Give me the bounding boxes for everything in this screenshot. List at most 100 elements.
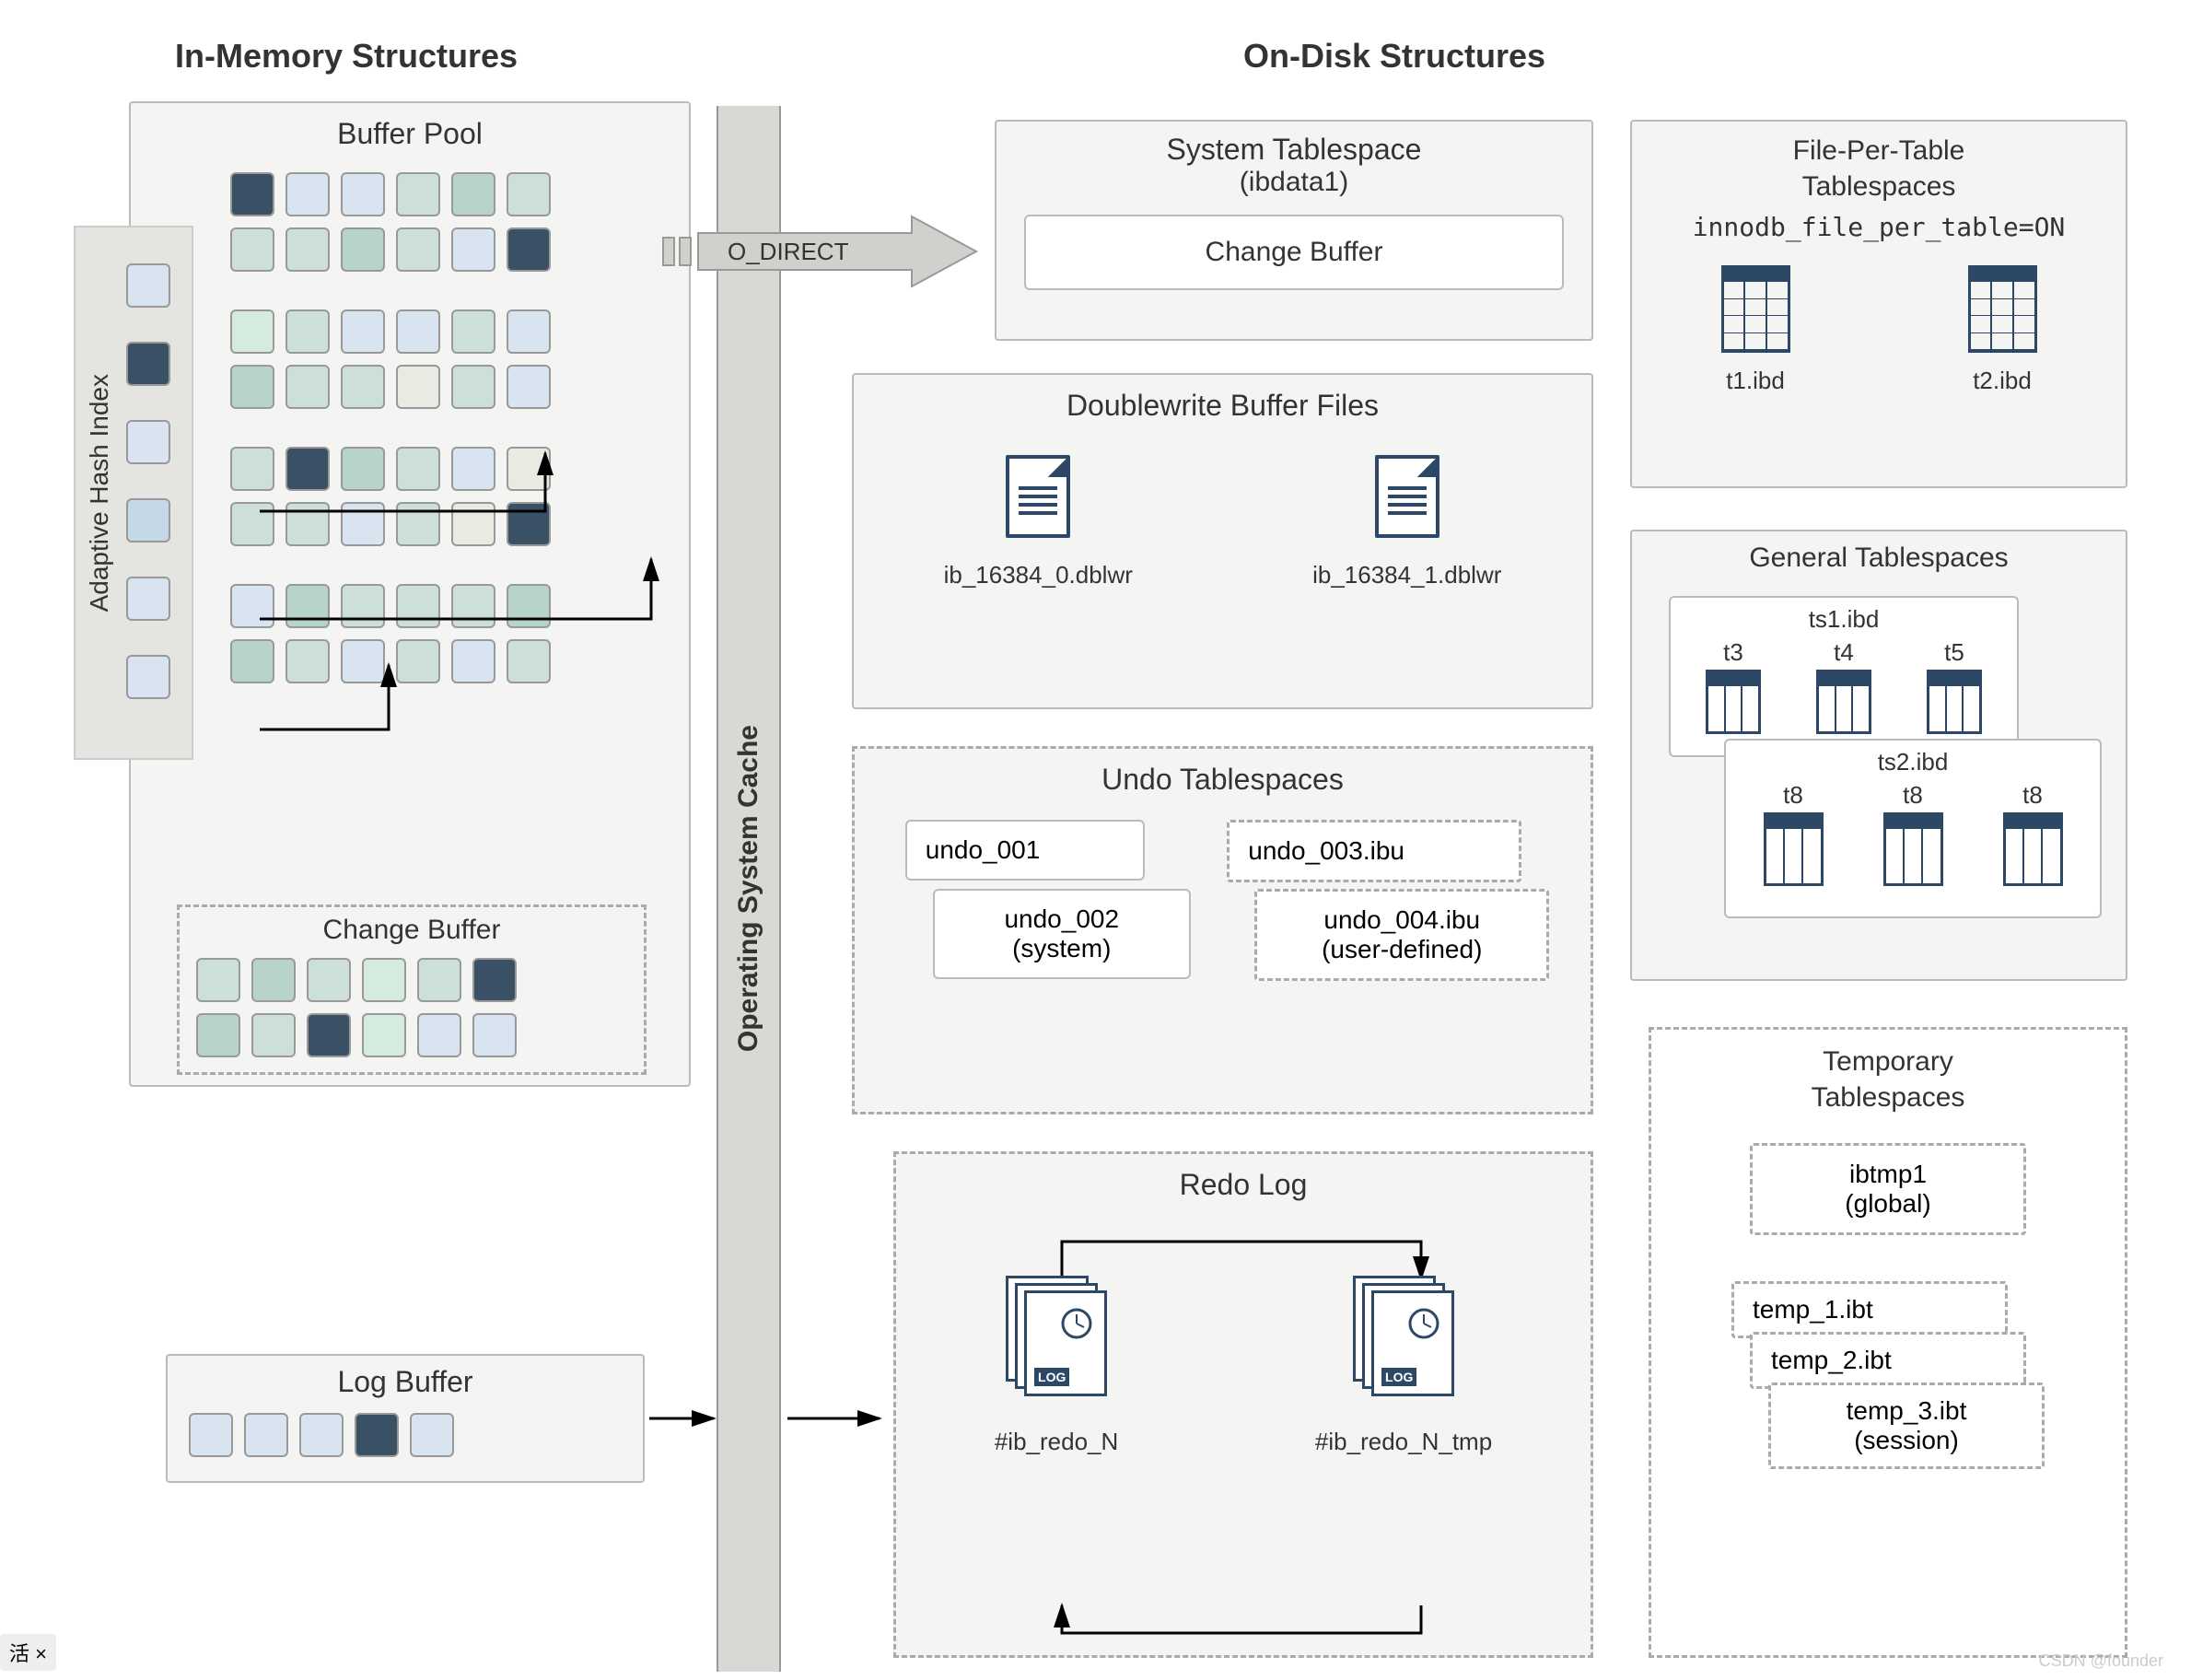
buffer-cell [286,309,330,354]
buffer-cell [230,639,274,683]
in-memory-panel: Buffer Pool Change Buffer [129,101,691,1087]
undo-title: Undo Tablespaces [855,763,1591,797]
temp-session-note: (session) [1789,1426,2023,1455]
buffer-cell [126,655,170,699]
buffer-cell [341,639,385,683]
ts1-t1: t4 [1816,638,1871,667]
buffer-cell [507,172,551,216]
temp-session-1: temp_1.ibt [1731,1281,2008,1338]
undo-system-note: (system) [953,934,1171,963]
buffer-cell [451,447,495,491]
log-stack-icon: LOG [1353,1276,1454,1395]
buffer-cell [341,365,385,409]
change-buffer-box: Change Buffer [177,904,647,1075]
ahi-panel: Adaptive Hash Index [74,226,193,760]
undo-system-2: undo_002 (system) [933,889,1191,979]
redo-box: Redo Log LOG #ib_redo_N LOG #ib_redo_N_t… [893,1151,1593,1658]
undo-user-2-name: undo_004.ibu [1276,905,1528,935]
buffer-cell [396,502,440,546]
doublewrite-title: Doublewrite Buffer Files [854,389,1591,423]
buffer-cell [230,502,274,546]
buffer-pool-label: Buffer Pool [131,117,689,151]
ts2-name: ts2.ibd [1733,748,2092,776]
fpt-title: File-Per-TableTablespaces [1632,133,2126,204]
undo-user-1: undo_003.ibu [1227,820,1521,882]
buffer-cell [507,228,551,272]
buffer-cell [451,502,495,546]
ahi-label: Adaptive Hash Index [85,374,114,612]
buffer-cell [341,584,385,628]
buffer-pool-grid [227,169,689,686]
system-tablespace-subtitle: (ibdata1) [996,167,1591,198]
log-to-os-arrow [645,1400,728,1437]
temp-global: ibtmp1 (global) [1750,1143,2026,1235]
buffer-cell [396,639,440,683]
buffer-cell [126,342,170,386]
document-icon [1375,455,1439,538]
undo-box: Undo Tablespaces undo_001 undo_002 (syst… [852,746,1593,1114]
temp-title: TemporaryTablespaces [1651,1044,2125,1115]
database-icon [1816,670,1871,734]
redo-file-0: #ib_redo_N [995,1428,1118,1456]
on-disk-title: On-Disk Structures [1243,37,1545,76]
log-buffer-label: Log Buffer [168,1365,643,1399]
database-icon [1927,670,1982,734]
os-cache-label: Operating System Cache [733,725,764,1052]
buffer-cell [472,1013,517,1057]
buffer-cell [126,577,170,621]
os-cache: Operating System Cache [717,106,781,1672]
database-icon [1764,812,1824,886]
buffer-cell [507,502,551,546]
buffer-cell [507,639,551,683]
buffer-cell [417,958,461,1002]
fpt-file-1: t2.ibd [1968,367,2037,395]
buffer-cell [307,1013,351,1057]
ts2-t2: t8 [2003,781,2063,810]
buffer-cell [341,309,385,354]
buffer-cell [286,639,330,683]
general-title: General Tablespaces [1632,542,2126,574]
buffer-cell [196,1013,240,1057]
database-icon [1968,265,2037,353]
fpt-box: File-Per-TableTablespaces innodb_file_pe… [1630,120,2127,488]
in-memory-title: In-Memory Structures [175,37,518,76]
buffer-cell [355,1413,399,1457]
buffer-cell [230,309,274,354]
buffer-cell [451,172,495,216]
buffer-cell [410,1413,454,1457]
doublewrite-box: Doublewrite Buffer Files ib_16384_0.dblw… [852,373,1593,709]
database-icon [1883,812,1943,886]
buffer-cell [307,958,351,1002]
buffer-cell [451,584,495,628]
change-buffer-label: Change Buffer [180,915,644,946]
buffer-cell [451,228,495,272]
o-direct-label: O_DIRECT [728,238,848,266]
ts2-box: ts2.ibd t8 t8 t8 [1724,739,2102,918]
ts2-t1: t8 [1883,781,1943,810]
temp-global-note: (global) [1766,1189,2010,1219]
ts1-name: ts1.ibd [1678,605,2010,634]
buffer-cell [362,958,406,1002]
ts2-t0: t8 [1764,781,1824,810]
buffer-cell [507,584,551,628]
log-buffer-cells [186,1410,643,1460]
database-icon [2003,812,2063,886]
buffer-cell [286,172,330,216]
buffer-cell [396,365,440,409]
buffer-cell [396,309,440,354]
undo-system-1: undo_001 [905,820,1145,881]
buffer-cell [507,447,551,491]
buffer-cell [230,584,274,628]
undo-user-2: undo_004.ibu (user-defined) [1254,889,1549,981]
buffer-cell [126,263,170,308]
buffer-cell [196,958,240,1002]
activate-badge: 活 × [0,1634,56,1671]
buffer-cell [251,958,296,1002]
temp-global-name: ibtmp1 [1766,1160,2010,1189]
buffer-cell [230,365,274,409]
fpt-file-0: t1.ibd [1721,367,1790,395]
log-stack-icon: LOG [1006,1276,1107,1395]
fpt-subtitle: innodb_file_per_table=ON [1632,212,2126,242]
change-buffer-grid [193,955,644,1060]
watermark: CSDN @founder [2039,1651,2163,1671]
